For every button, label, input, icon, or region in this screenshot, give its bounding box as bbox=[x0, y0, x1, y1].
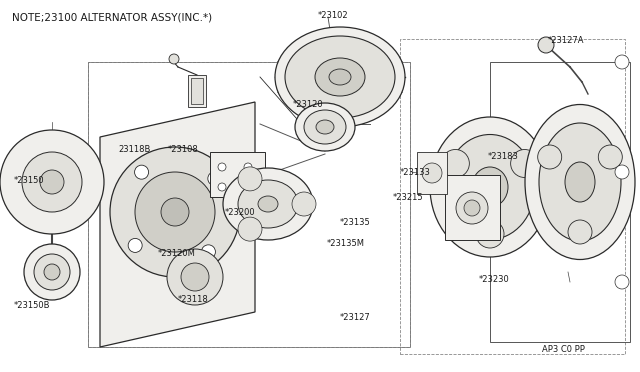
Text: AP3 C0 PP: AP3 C0 PP bbox=[542, 346, 585, 355]
Circle shape bbox=[44, 264, 60, 280]
Bar bbox=[188, 75, 206, 107]
Text: *23102: *23102 bbox=[318, 10, 349, 19]
Circle shape bbox=[135, 172, 215, 252]
Text: *23200: *23200 bbox=[225, 208, 255, 217]
Circle shape bbox=[442, 150, 469, 177]
Text: NOTE;23100 ALTERNATOR ASSY(INC.*): NOTE;23100 ALTERNATOR ASSY(INC.*) bbox=[12, 12, 212, 22]
Ellipse shape bbox=[258, 196, 278, 212]
Bar bbox=[490, 62, 630, 342]
Bar bbox=[88, 62, 410, 347]
Text: *23215: *23215 bbox=[393, 192, 424, 202]
Ellipse shape bbox=[316, 120, 334, 134]
Text: *23133: *23133 bbox=[400, 167, 431, 176]
Circle shape bbox=[169, 54, 179, 64]
Circle shape bbox=[167, 249, 223, 305]
Text: *23120: *23120 bbox=[293, 99, 324, 109]
Text: *23150: *23150 bbox=[14, 176, 45, 185]
Bar bbox=[400, 39, 625, 354]
Circle shape bbox=[292, 192, 316, 216]
Circle shape bbox=[238, 217, 262, 241]
Bar bbox=[445, 175, 500, 240]
Ellipse shape bbox=[223, 168, 313, 240]
Circle shape bbox=[615, 275, 629, 289]
Text: *23108: *23108 bbox=[168, 144, 199, 154]
Ellipse shape bbox=[565, 162, 595, 202]
Ellipse shape bbox=[285, 36, 395, 118]
Circle shape bbox=[202, 245, 216, 259]
Circle shape bbox=[244, 163, 252, 171]
Ellipse shape bbox=[445, 135, 535, 240]
Text: *23183: *23183 bbox=[488, 151, 519, 160]
Text: *23118: *23118 bbox=[178, 295, 209, 305]
Circle shape bbox=[511, 150, 539, 177]
Circle shape bbox=[238, 167, 262, 191]
Ellipse shape bbox=[238, 180, 298, 228]
Text: *23150B: *23150B bbox=[14, 301, 51, 311]
Ellipse shape bbox=[304, 110, 346, 144]
Circle shape bbox=[34, 254, 70, 290]
Circle shape bbox=[615, 165, 629, 179]
Text: *23230: *23230 bbox=[479, 276, 509, 285]
Text: 23118B: 23118B bbox=[118, 144, 150, 154]
Circle shape bbox=[24, 244, 80, 300]
Ellipse shape bbox=[430, 117, 550, 257]
Circle shape bbox=[422, 163, 442, 183]
Circle shape bbox=[538, 37, 554, 53]
Circle shape bbox=[244, 183, 252, 191]
Circle shape bbox=[615, 55, 629, 69]
Circle shape bbox=[128, 238, 142, 253]
Bar bbox=[417, 152, 447, 194]
Circle shape bbox=[134, 165, 148, 179]
Circle shape bbox=[0, 130, 104, 234]
Bar bbox=[191, 78, 203, 104]
Text: *23127: *23127 bbox=[340, 314, 371, 323]
Ellipse shape bbox=[525, 105, 635, 260]
Circle shape bbox=[218, 183, 226, 191]
Bar bbox=[210, 152, 265, 197]
Ellipse shape bbox=[539, 123, 621, 241]
Circle shape bbox=[208, 171, 222, 186]
Ellipse shape bbox=[315, 58, 365, 96]
Circle shape bbox=[110, 147, 240, 277]
Circle shape bbox=[181, 263, 209, 291]
Text: *23127A: *23127A bbox=[548, 35, 584, 45]
Text: *23135: *23135 bbox=[340, 218, 371, 227]
Text: *23135M: *23135M bbox=[327, 240, 365, 248]
Ellipse shape bbox=[295, 103, 355, 151]
Ellipse shape bbox=[472, 167, 508, 207]
Circle shape bbox=[161, 198, 189, 226]
Ellipse shape bbox=[329, 69, 351, 85]
Circle shape bbox=[538, 145, 562, 169]
Circle shape bbox=[22, 152, 82, 212]
Circle shape bbox=[598, 145, 622, 169]
Circle shape bbox=[40, 170, 64, 194]
Ellipse shape bbox=[275, 27, 405, 127]
Circle shape bbox=[218, 163, 226, 171]
Circle shape bbox=[476, 220, 504, 248]
Circle shape bbox=[456, 192, 488, 224]
Circle shape bbox=[568, 220, 592, 244]
Text: *23120M: *23120M bbox=[158, 250, 196, 259]
Circle shape bbox=[464, 200, 480, 216]
Polygon shape bbox=[100, 102, 255, 347]
